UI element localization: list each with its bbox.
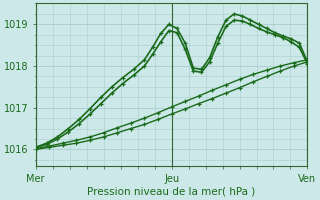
X-axis label: Pression niveau de la mer( hPa ): Pression niveau de la mer( hPa )	[87, 187, 256, 197]
